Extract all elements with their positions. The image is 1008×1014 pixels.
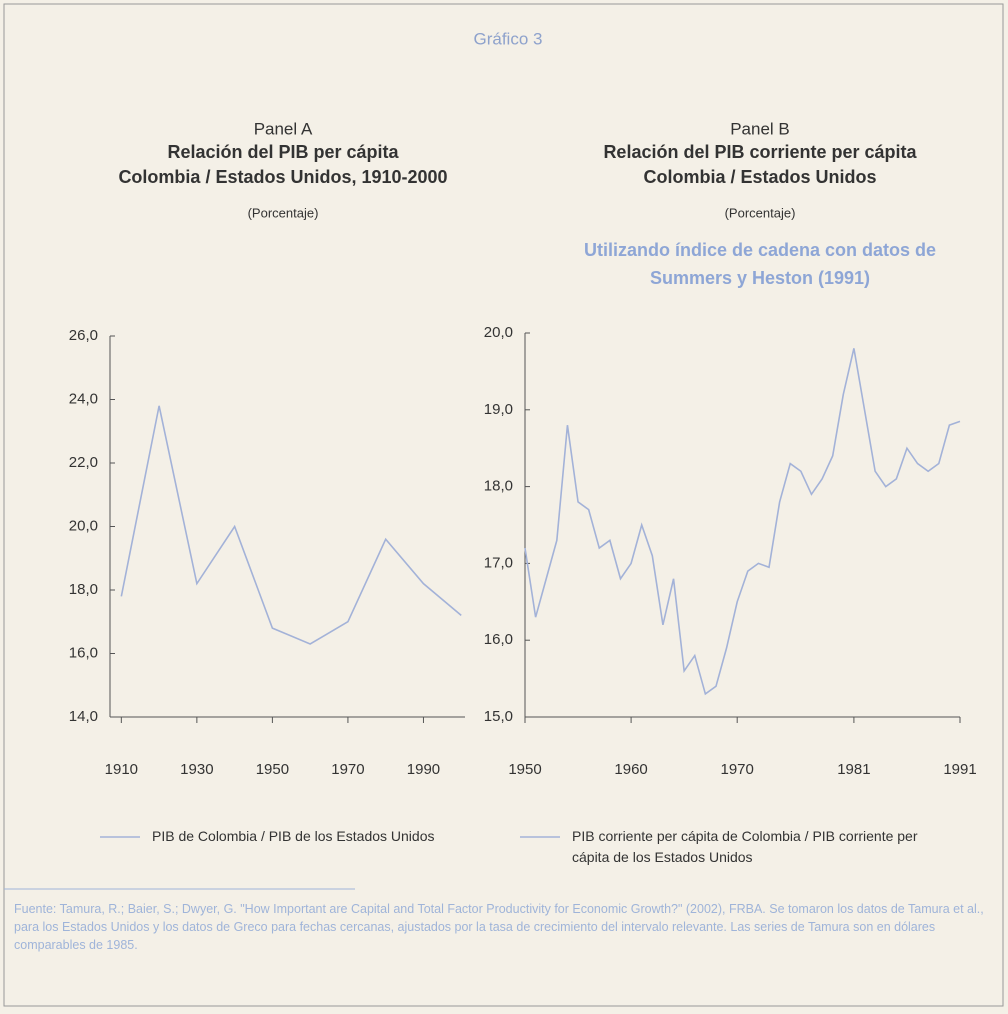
chart-title: Colombia / Estados Unidos, 1910-2000 bbox=[118, 167, 447, 187]
data-line bbox=[524, 348, 961, 696]
y-tick-label: 24,0 bbox=[69, 390, 98, 407]
chart-subtitle: (Porcentaje) bbox=[725, 205, 796, 220]
legend-label: PIB corriente per cápita de Colombia / P… bbox=[572, 828, 918, 865]
x-tick-label: 1970 bbox=[721, 761, 754, 778]
frame bbox=[3, 3, 1004, 1007]
chart-title: Relación del PIB corriente per cápita bbox=[603, 142, 917, 162]
source-note: Fuente: Tamura, R.; Baier, S.; Dwyer, G.… bbox=[14, 902, 984, 952]
y-tick-label: 15,0 bbox=[484, 708, 513, 725]
x-tick-label: 1950 bbox=[256, 761, 289, 778]
y-tick-label: 18,0 bbox=[69, 581, 98, 598]
x-tick-label: 1910 bbox=[105, 761, 138, 778]
x-tick-label: 1970 bbox=[331, 761, 364, 778]
y-tick-label: 20,0 bbox=[484, 324, 513, 341]
y-tick-label: 17,0 bbox=[484, 554, 513, 571]
x-tick-label: 1950 bbox=[508, 761, 541, 778]
chart-subtitle: (Porcentaje) bbox=[248, 205, 319, 220]
x-tick-label: 1930 bbox=[180, 761, 213, 778]
y-tick-label: 19,0 bbox=[484, 401, 513, 418]
panel-label: Panel B bbox=[730, 119, 790, 138]
x-tick-label: 1991 bbox=[943, 761, 976, 778]
figure-title: Gráfico 3 bbox=[474, 29, 543, 48]
y-tick-label: 20,0 bbox=[69, 517, 98, 534]
chart-note: Summers y Heston (1991) bbox=[650, 268, 870, 288]
chart-title: Relación del PIB per cápita bbox=[167, 142, 399, 162]
x-tick-label: 1960 bbox=[614, 761, 647, 778]
panel-label: Panel A bbox=[254, 119, 313, 138]
y-tick-label: 26,0 bbox=[69, 327, 98, 344]
y-tick-label: 16,0 bbox=[69, 644, 98, 661]
y-tick-label: 16,0 bbox=[484, 631, 513, 648]
x-tick-label: 1981 bbox=[837, 761, 870, 778]
chart-title: Colombia / Estados Unidos bbox=[643, 167, 876, 187]
x-tick-label: 1990 bbox=[407, 761, 440, 778]
y-tick-label: 18,0 bbox=[484, 478, 513, 495]
legend-label: PIB de Colombia / PIB de los Estados Uni… bbox=[152, 828, 435, 844]
y-tick-label: 14,0 bbox=[69, 708, 98, 725]
y-tick-label: 22,0 bbox=[69, 454, 98, 471]
chart-note: Utilizando índice de cadena con datos de bbox=[584, 240, 936, 260]
data-line bbox=[120, 405, 462, 645]
